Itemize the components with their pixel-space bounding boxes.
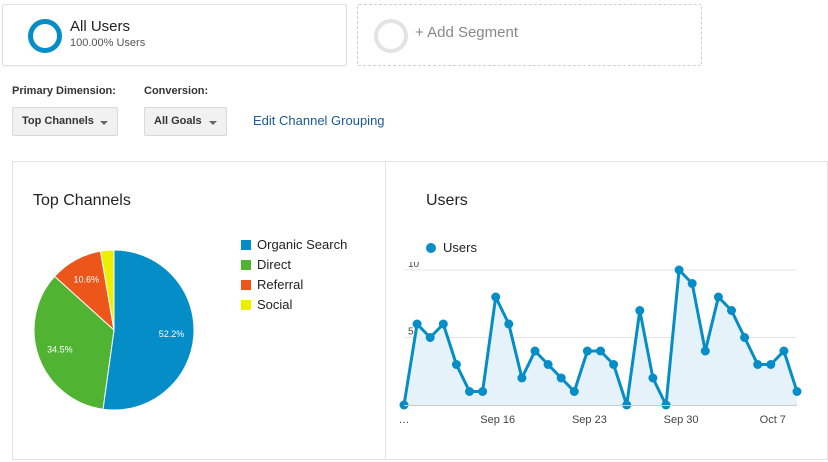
legend-label: Direct [257, 257, 291, 272]
chevron-down-icon [209, 121, 217, 125]
chevron-down-icon [100, 121, 108, 125]
add-segment-button[interactable]: + Add Segment [357, 4, 702, 66]
primary-dimension-dropdown[interactable]: Top Channels [12, 107, 118, 136]
legend-label: Organic Search [257, 237, 348, 252]
users-data-point[interactable] [478, 387, 488, 396]
pie-chart: 52.2% 34.5% 10.6% [33, 249, 195, 411]
x-tick-label: Sep 23 [572, 414, 607, 426]
segment-subtitle: 100.00% Users [70, 37, 146, 49]
legend-label: Referral [257, 277, 304, 292]
pie-data-label: 52.2% [159, 329, 185, 339]
legend-label: Users [443, 240, 477, 255]
legend-label: Social [257, 297, 293, 312]
users-data-point[interactable] [635, 306, 645, 315]
y-tick-label: 10 [408, 262, 420, 270]
users-data-point[interactable] [451, 360, 461, 369]
pie-data-label: 34.5% [47, 345, 73, 355]
users-data-point[interactable] [425, 333, 435, 342]
users-data-point[interactable] [596, 346, 605, 356]
users-data-point[interactable] [753, 360, 763, 369]
pie-slice-social[interactable] [99, 249, 115, 331]
users-line-chart: 5 10 … Sep 16 Sep 23 Sep 30 Oct 7 [399, 262, 802, 426]
users-data-point[interactable] [491, 292, 501, 302]
pie-slice-direct[interactable] [33, 275, 115, 410]
users-data-point[interactable] [438, 319, 448, 329]
users-data-point[interactable] [740, 333, 750, 342]
legend-swatch [241, 240, 251, 250]
users-data-point[interactable] [609, 360, 619, 369]
top-channels-panel: Top Channels 52.2% 34.5% 10.6% Organic Sea… [12, 161, 386, 460]
primary-dimension-label: Primary Dimension: [12, 85, 116, 97]
legend-dot [426, 243, 436, 253]
legend-referral[interactable]: Referral [241, 277, 303, 292]
users-data-point[interactable] [648, 373, 658, 383]
x-tick-label: Sep 16 [480, 414, 515, 426]
users-panel: Users Users 5 10 … Sep 16 Sep 23 Sep 30 Oct 7 [385, 161, 828, 460]
legend-swatch [241, 280, 251, 290]
y-tick-label: 5 [408, 327, 414, 338]
x-tick-label: … [399, 414, 410, 426]
users-data-point[interactable] [674, 265, 684, 275]
add-segment-label: + Add Segment [415, 24, 518, 41]
segment-title: All Users [70, 18, 131, 35]
users-data-point[interactable] [582, 346, 592, 356]
segment-all-users[interactable]: All Users 100.00% Users [2, 4, 347, 66]
conversion-value: All Goals [154, 115, 202, 127]
users-data-point[interactable] [779, 346, 789, 356]
users-data-point[interactable] [700, 346, 710, 356]
primary-dimension-value: Top Channels [22, 115, 94, 127]
users-data-point[interactable] [543, 360, 553, 369]
x-tick-label: Oct 7 [760, 414, 786, 426]
users-data-point[interactable] [687, 279, 697, 288]
empty-ring-icon [374, 19, 408, 53]
legend-direct[interactable]: Direct [241, 257, 291, 272]
users-data-point[interactable] [569, 387, 579, 396]
line-chart-title: Users [426, 192, 468, 209]
segment-ring-icon [28, 19, 62, 53]
users-data-point[interactable] [792, 387, 802, 396]
users-data-point[interactable] [766, 360, 776, 369]
users-data-point[interactable] [713, 292, 723, 302]
users-data-point[interactable] [412, 319, 422, 329]
pie-chart-title: Top Channels [33, 192, 131, 209]
conversion-label: Conversion: [144, 85, 209, 97]
pie-slice-organic-search[interactable] [102, 249, 195, 411]
users-data-point[interactable] [727, 306, 736, 315]
legend-users[interactable]: Users [426, 240, 477, 255]
conversion-dropdown[interactable]: All Goals [144, 107, 227, 136]
users-data-point[interactable] [530, 346, 540, 356]
users-data-point[interactable] [517, 373, 527, 383]
x-tick-label: Sep 30 [664, 414, 699, 426]
users-area [404, 270, 797, 405]
users-data-point[interactable] [504, 319, 514, 329]
pie-data-label: 10.6% [73, 275, 99, 285]
edit-channel-grouping-link[interactable]: Edit Channel Grouping [253, 113, 385, 128]
users-data-point[interactable] [465, 387, 474, 396]
legend-social[interactable]: Social [241, 297, 292, 312]
legend-swatch [241, 300, 251, 310]
legend-swatch [241, 260, 251, 270]
legend-organic-search[interactable]: Organic Search [241, 237, 347, 252]
users-data-point[interactable] [556, 373, 566, 383]
